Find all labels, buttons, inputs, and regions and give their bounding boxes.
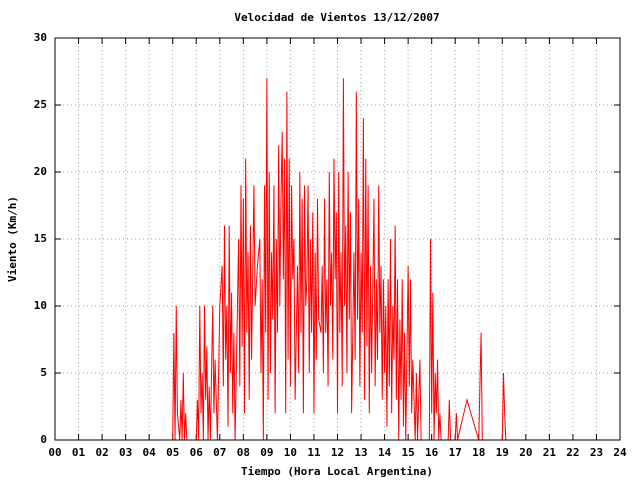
x-tick-label: 24 [613, 446, 627, 459]
x-tick-label: 18 [472, 446, 485, 459]
x-tick-label: 01 [72, 446, 86, 459]
x-tick-label: 15 [402, 446, 415, 459]
x-tick-label: 05 [166, 446, 179, 459]
y-tick-label: 10 [34, 299, 47, 312]
x-axis-label: Tiempo (Hora Local Argentina) [241, 465, 433, 478]
x-tick-label: 08 [237, 446, 250, 459]
x-tick-label: 11 [307, 446, 321, 459]
x-tick-label: 12 [331, 446, 344, 459]
x-tick-label: 17 [449, 446, 462, 459]
x-tick-label: 20 [519, 446, 532, 459]
data-line [55, 78, 507, 441]
x-tick-label: 13 [354, 446, 367, 459]
x-tick-label: 09 [260, 446, 273, 459]
x-tick-label: 07 [213, 446, 226, 459]
x-tick-label: 04 [143, 446, 157, 459]
x-tick-label: 19 [496, 446, 509, 459]
x-tick-label: 16 [425, 446, 439, 459]
x-tick-label: 06 [190, 446, 204, 459]
x-tick-label: 00 [48, 446, 61, 459]
x-tick-label: 03 [119, 446, 132, 459]
x-tick-label: 02 [95, 446, 108, 459]
x-tick-label: 22 [566, 446, 579, 459]
y-tick-label: 25 [34, 98, 47, 111]
x-tick-label: 14 [378, 446, 392, 459]
y-axis-label: Viento (Km/h) [6, 196, 19, 282]
plot-frame [54, 37, 621, 441]
x-tick-label: 10 [284, 446, 297, 459]
y-tick-label: 15 [34, 232, 47, 245]
chart-title: Velocidad de Vientos 13/12/2007 [234, 11, 439, 24]
y-tick-label: 20 [34, 165, 47, 178]
y-tick-label: 0 [40, 433, 47, 446]
y-tick-label: 5 [40, 366, 47, 379]
x-tick-label: 23 [590, 446, 603, 459]
y-tick-label: 30 [34, 31, 47, 44]
x-tick-label: 21 [543, 446, 557, 459]
